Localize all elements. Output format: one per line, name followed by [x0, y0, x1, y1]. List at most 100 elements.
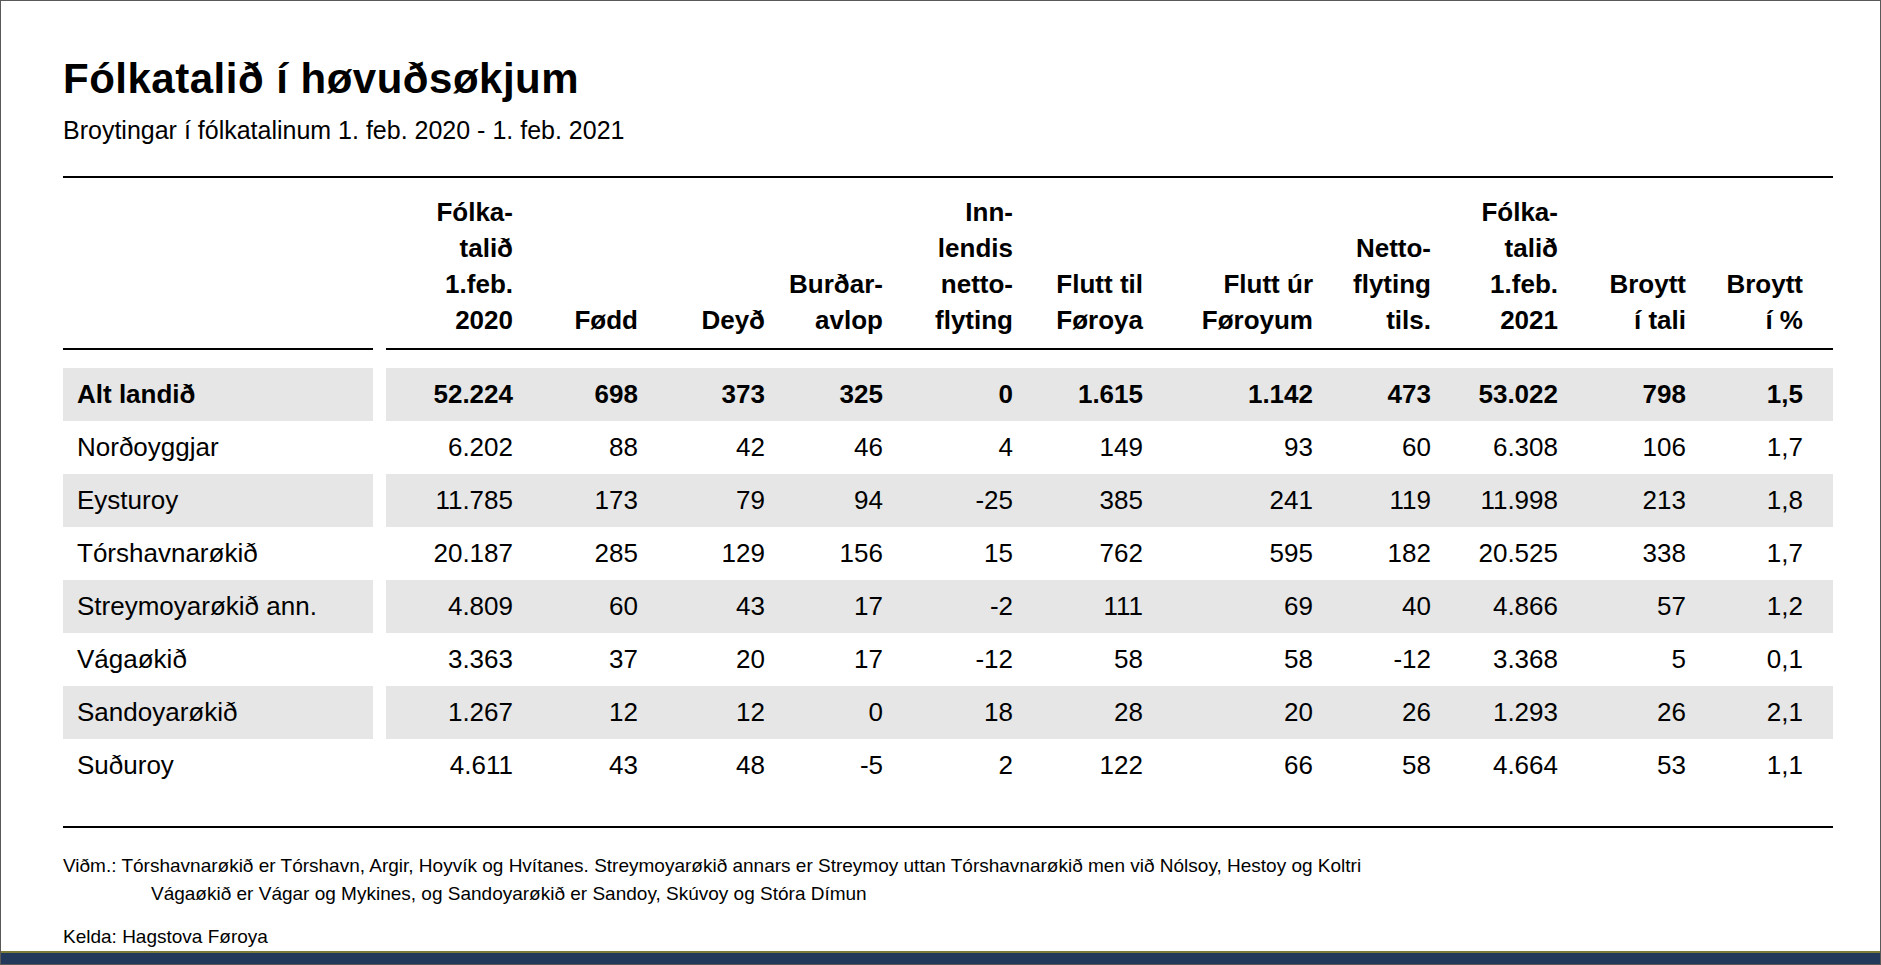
value-cell: 53.022	[1431, 368, 1558, 421]
value-cell: 43	[638, 580, 765, 633]
value-cell: 60	[513, 580, 638, 633]
column-gap	[373, 686, 386, 739]
table-row: Suðuroy4.6114348-5212266584.664531,1	[63, 739, 1833, 792]
value-cell: 15	[883, 527, 1013, 580]
value-cell: 58	[1143, 633, 1313, 686]
column-header: Fólka- talið 1.feb. 2020	[386, 178, 513, 349]
value-cell: 0	[765, 686, 883, 739]
value-cell: 1,5	[1686, 368, 1833, 421]
table-body: Alt landið52.22469837332501.6151.1424735…	[63, 349, 1833, 792]
value-cell: -25	[883, 474, 1013, 527]
value-cell: 4	[883, 421, 1013, 474]
value-cell: 66	[1143, 739, 1313, 792]
spacer-row	[63, 349, 1833, 368]
table-row: Sandoyarøkið1.26712120182820261.293262,1	[63, 686, 1833, 739]
value-cell: 4.866	[1431, 580, 1558, 633]
value-cell: 1.142	[1143, 368, 1313, 421]
value-cell: 12	[513, 686, 638, 739]
column-header: Flutt til Føroya	[1013, 178, 1143, 349]
row-label: Suðuroy	[63, 739, 373, 792]
value-cell: 5	[1558, 633, 1686, 686]
value-cell: 40	[1313, 580, 1431, 633]
value-cell: 698	[513, 368, 638, 421]
bottom-bar	[1, 951, 1880, 964]
value-cell: 156	[765, 527, 883, 580]
value-cell: 1,7	[1686, 527, 1833, 580]
value-cell: 0,1	[1686, 633, 1833, 686]
footnotes: Viðm.: Tórshavnarøkið er Tórshavn, Argir…	[63, 852, 1831, 908]
value-cell: 42	[638, 421, 765, 474]
column-gap	[373, 368, 386, 421]
value-cell: 48	[638, 739, 765, 792]
value-cell: 20.187	[386, 527, 513, 580]
table-row: Norðoyggjar6.202884246414993606.3081061,…	[63, 421, 1833, 474]
column-header: Deyð	[638, 178, 765, 349]
value-cell: 4.809	[386, 580, 513, 633]
table-row: Vágaøkið3.363372017-125858-123.36850,1	[63, 633, 1833, 686]
value-cell: 173	[513, 474, 638, 527]
value-cell: 1,8	[1686, 474, 1833, 527]
footnote-line: Viðm.: Tórshavnarøkið er Tórshavn, Argir…	[63, 852, 1831, 880]
value-cell: 241	[1143, 474, 1313, 527]
value-cell: 43	[513, 739, 638, 792]
value-cell: -5	[765, 739, 883, 792]
footnote-line: Vágaøkið er Vágar og Mykines, og Sandoya…	[151, 880, 1831, 908]
value-cell: 52.224	[386, 368, 513, 421]
column-header: Fødd	[513, 178, 638, 349]
value-cell: 285	[513, 527, 638, 580]
value-cell: 106	[1558, 421, 1686, 474]
value-cell: 1.615	[1013, 368, 1143, 421]
value-cell: 4.611	[386, 739, 513, 792]
column-gap	[373, 421, 386, 474]
value-cell: 58	[1013, 633, 1143, 686]
value-cell: 20.525	[1431, 527, 1558, 580]
value-cell: 69	[1143, 580, 1313, 633]
row-label: Alt landið	[63, 368, 373, 421]
value-cell: 94	[765, 474, 883, 527]
value-cell: 11.998	[1431, 474, 1558, 527]
value-cell: 2	[883, 739, 1013, 792]
value-cell: 93	[1143, 421, 1313, 474]
table-row: Streymoyarøkið ann.4.809604317-211169404…	[63, 580, 1833, 633]
value-cell: 4.664	[1431, 739, 1558, 792]
value-cell: 0	[883, 368, 1013, 421]
row-label: Eysturoy	[63, 474, 373, 527]
value-cell: 373	[638, 368, 765, 421]
value-cell: 1,2	[1686, 580, 1833, 633]
value-cell: 325	[765, 368, 883, 421]
column-header: Fólka- talið 1.feb. 2021	[1431, 178, 1558, 349]
value-cell: -2	[883, 580, 1013, 633]
value-cell: -12	[883, 633, 1013, 686]
value-cell: 3.368	[1431, 633, 1558, 686]
value-cell: 37	[513, 633, 638, 686]
value-cell: 26	[1558, 686, 1686, 739]
value-cell: 129	[638, 527, 765, 580]
value-cell: 57	[1558, 580, 1686, 633]
value-cell: 385	[1013, 474, 1143, 527]
row-label: Norðoyggjar	[63, 421, 373, 474]
column-gap	[373, 178, 386, 349]
spacer-cell	[63, 349, 1833, 368]
value-cell: 20	[638, 633, 765, 686]
bottom-rule	[63, 826, 1833, 828]
value-cell: 2,1	[1686, 686, 1833, 739]
value-cell: 12	[638, 686, 765, 739]
table-row: Alt landið52.22469837332501.6151.1424735…	[63, 368, 1833, 421]
table-header: Fólka- talið 1.feb. 2020 Fødd Deyð Burða…	[63, 178, 1833, 349]
value-cell: 11.785	[386, 474, 513, 527]
value-cell: 58	[1313, 739, 1431, 792]
column-header: Broytt í tali	[1558, 178, 1686, 349]
column-header: Inn- lendis netto- flyting	[883, 178, 1013, 349]
value-cell: 20	[1143, 686, 1313, 739]
value-cell: 17	[765, 633, 883, 686]
column-gap	[373, 527, 386, 580]
value-cell: 53	[1558, 739, 1686, 792]
column-header: Burðar- avlop	[765, 178, 883, 349]
value-cell: 6.308	[1431, 421, 1558, 474]
value-cell: 60	[1313, 421, 1431, 474]
row-label: Sandoyarøkið	[63, 686, 373, 739]
value-cell: 111	[1013, 580, 1143, 633]
report-content: Fólkatalið í høvuðsøkjum Broytingar í fó…	[1, 1, 1880, 948]
page-title: Fólkatalið í høvuðsøkjum	[63, 55, 1831, 103]
row-label: Tórshavnarøkið	[63, 527, 373, 580]
